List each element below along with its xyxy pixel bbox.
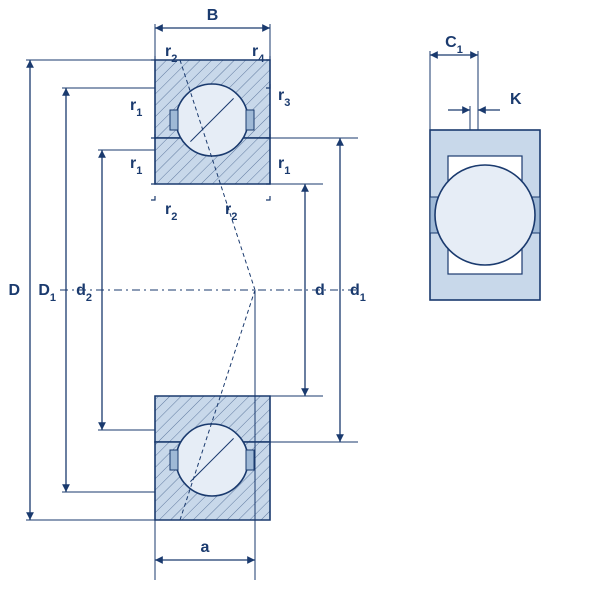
dim-label: r2 (225, 201, 237, 223)
dim-label: d2 (76, 282, 92, 304)
dim-label: a (201, 539, 210, 556)
dim-label: r2 (165, 201, 177, 223)
cage-segment (170, 110, 178, 130)
dim-label: d1 (350, 282, 366, 304)
dim-label: r3 (278, 87, 290, 109)
cage-segment (246, 450, 254, 470)
dim-label: B (207, 7, 219, 24)
dim-label: r1 (130, 97, 142, 119)
right-ball (435, 165, 535, 265)
dim-label: r1 (130, 155, 142, 177)
dim-label: C1 (445, 34, 463, 56)
dim-label: d (315, 282, 325, 299)
cage-segment (246, 110, 254, 130)
dim-label: D1 (38, 282, 56, 304)
dim-label: r1 (278, 155, 290, 177)
dim-label: D (8, 282, 20, 299)
dim-label: K (510, 91, 522, 108)
cage-segment (170, 450, 178, 470)
